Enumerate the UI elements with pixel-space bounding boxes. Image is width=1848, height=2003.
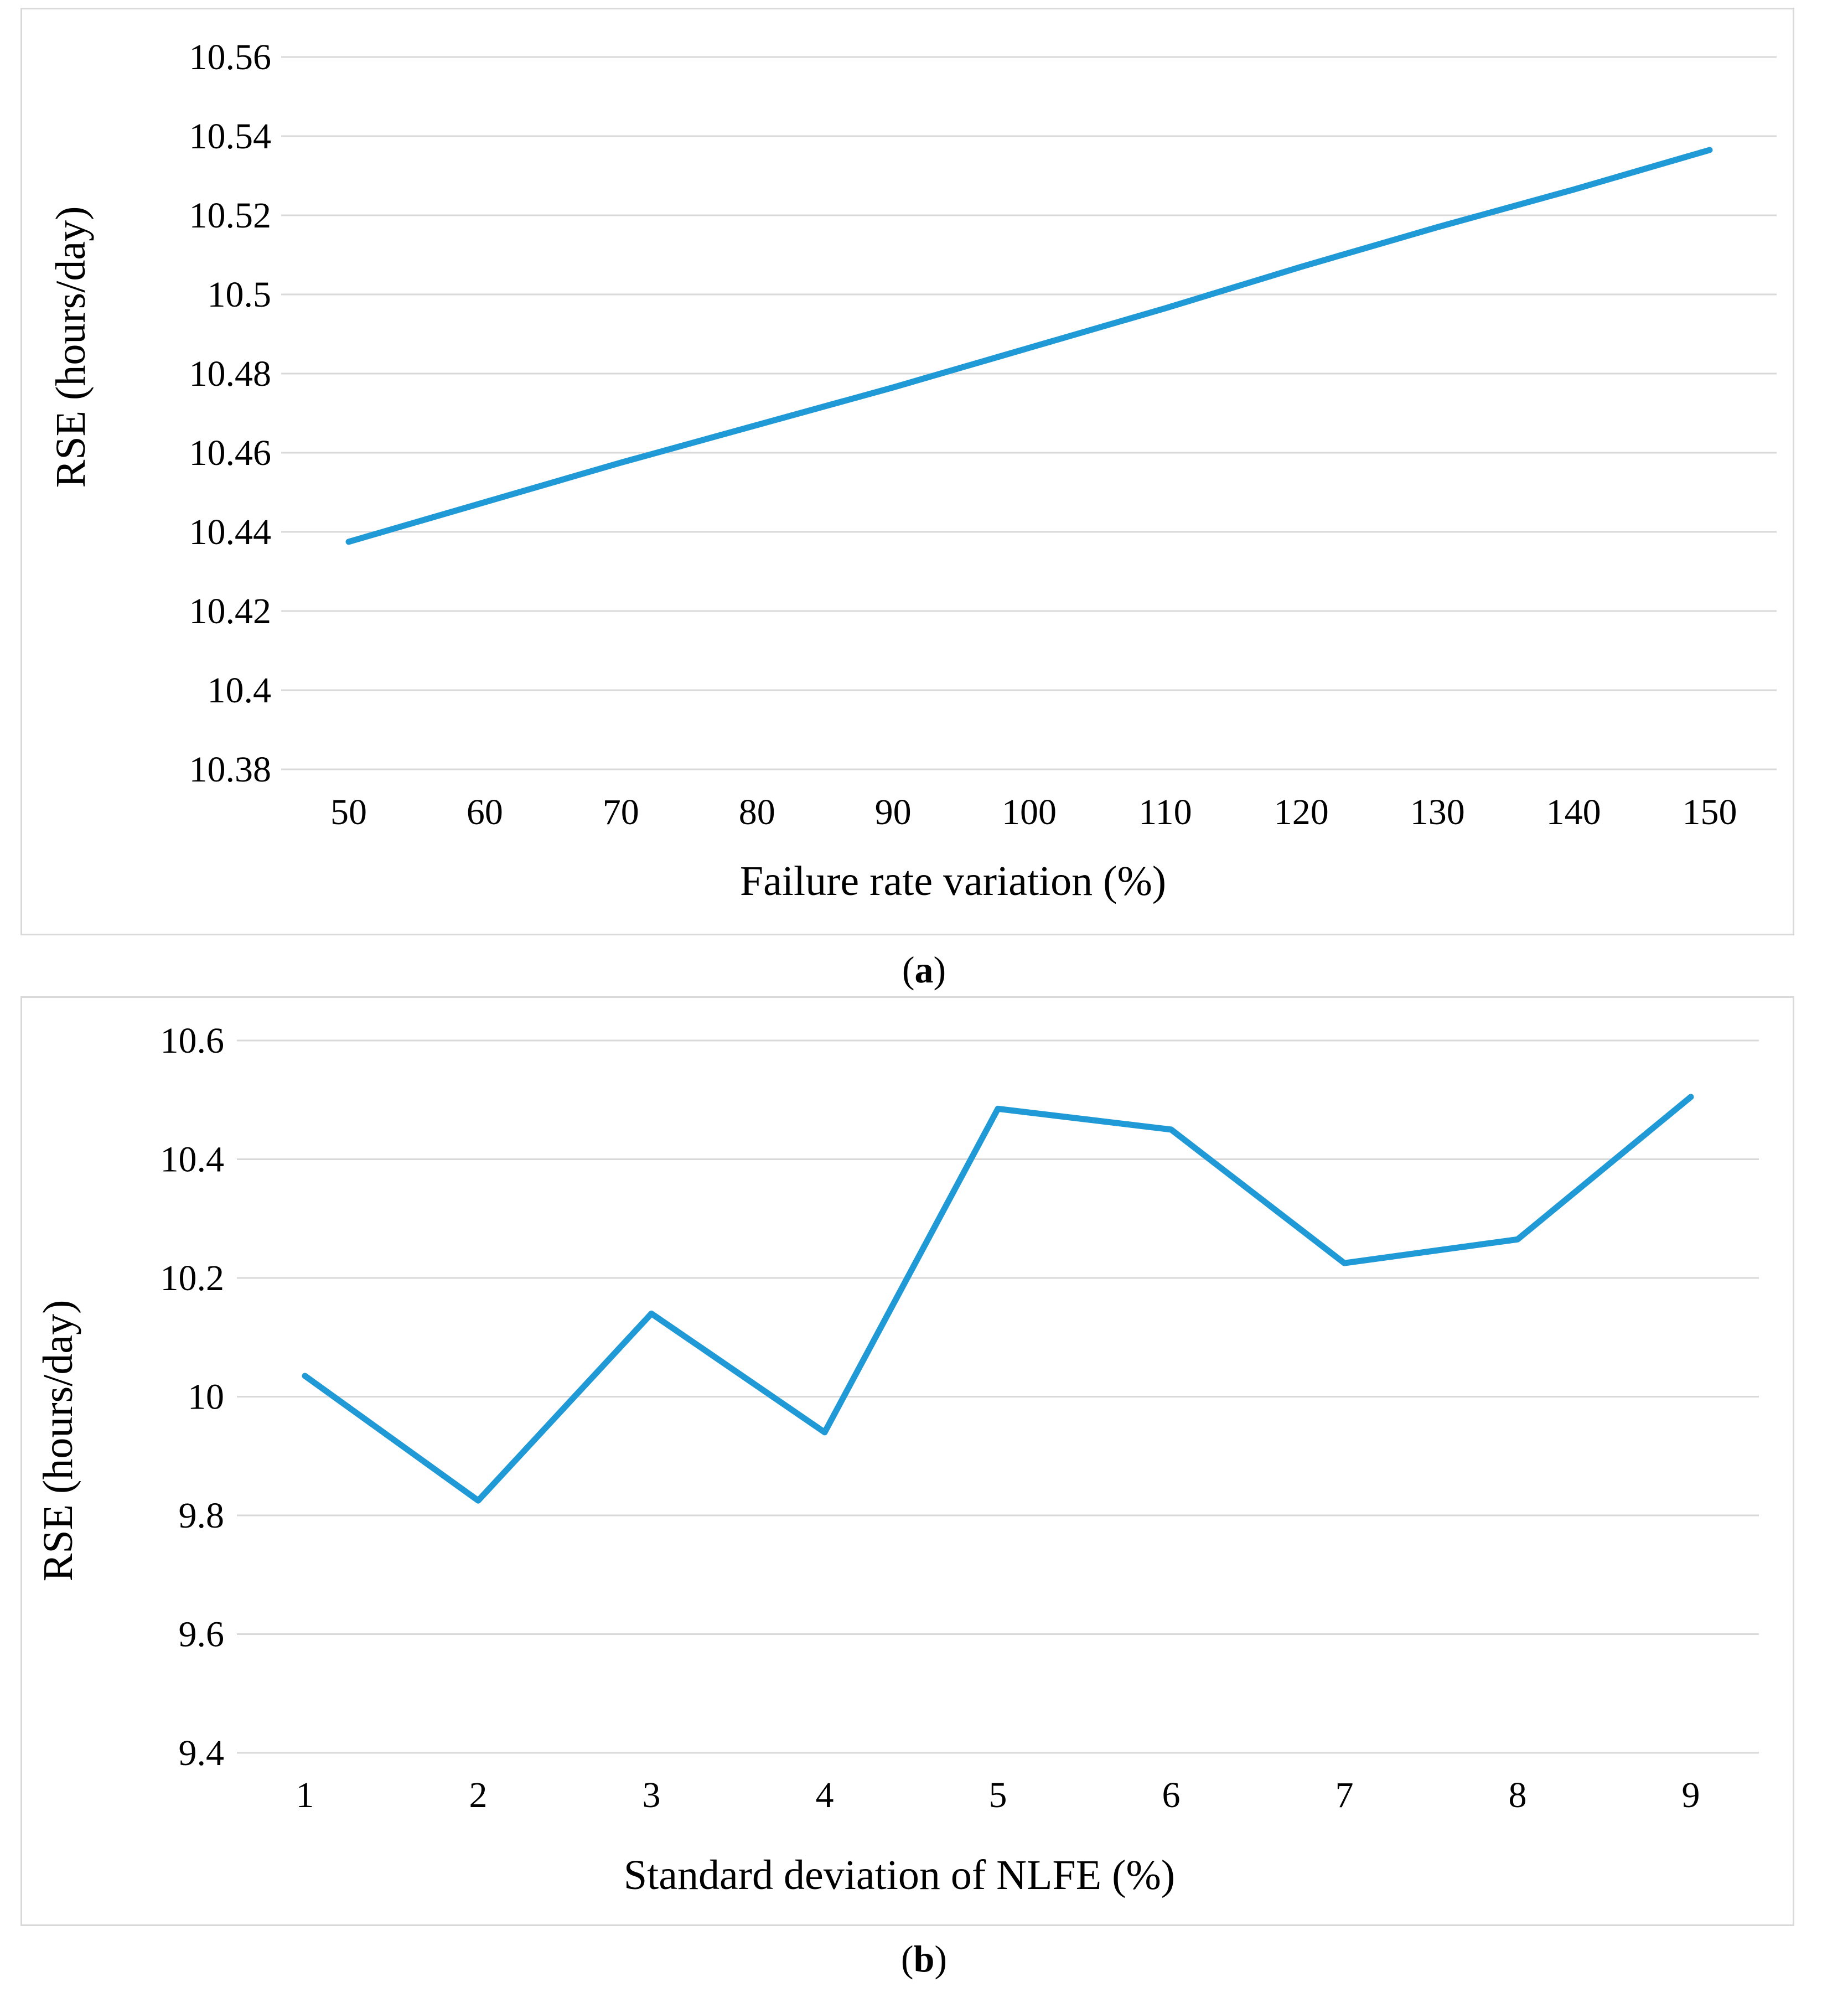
- chart-b-xtick-label: 8: [1509, 1775, 1527, 1815]
- chart-a-series: [345, 147, 1713, 545]
- chart-a-xtick-label: 70: [603, 792, 639, 832]
- chart-b-x-ticks: 1 2 3 4 5 6 7 8 9: [296, 1775, 1700, 1815]
- chart-panel-b: 9.4 9.6 9.8 10 10.2 10.4 10.6 1 2 3 4 5 6 7 8 9 RSE (h…: [20, 996, 1794, 1926]
- chart-a-y-ticks: 10.38 10.4 10.42 10.44 10.46 10.48 10.5 10.52 10…: [189, 37, 272, 790]
- chart-a-xtick-label: 130: [1410, 792, 1465, 832]
- chart-a-ytick-label: 10.42: [189, 591, 272, 632]
- chart-a-xlabel: Failure rate variation (%): [740, 858, 1166, 904]
- chart-a-ylabel: RSE (hours/day): [48, 206, 94, 488]
- chart-b-xtick-label: 4: [816, 1775, 834, 1815]
- chart-b-xtick-label: 1: [296, 1775, 314, 1815]
- chart-b-ytick-label: 10.6: [161, 1021, 225, 1061]
- chart-b-xtick-label: 2: [469, 1775, 488, 1815]
- chart-b-series: [302, 1094, 1694, 1504]
- chart-b-ytick-label: 9.4: [179, 1733, 225, 1773]
- chart-b-xtick-label: 6: [1162, 1775, 1181, 1815]
- chart-a-gridlines: [281, 56, 1777, 770]
- chart-a-ytick-label: 10.5: [208, 275, 272, 315]
- chart-a-ytick-label: 10.4: [208, 670, 272, 711]
- chart-a-ytick-label: 10.52: [189, 195, 272, 236]
- chart-b-ytick-label: 10.2: [161, 1258, 225, 1298]
- chart-b-svg: 9.4 9.6 9.8 10 10.2 10.4 10.6 1 2 3 4 5 6 7 8 9 RSE (h…: [35, 1021, 1759, 1898]
- chart-a-ytick-label: 10.56: [189, 37, 272, 77]
- chart-b-ytick-label: 10: [188, 1377, 224, 1417]
- chart-a-xtick-label: 80: [739, 792, 775, 832]
- chart-b-y-ticks: 9.4 9.6 9.8 10 10.2 10.4 10.6: [161, 1021, 225, 1773]
- chart-a-xtick-label: 140: [1546, 792, 1601, 832]
- caption-b-letter: b: [913, 1938, 935, 1980]
- chart-b-xtick-label: 5: [989, 1775, 1007, 1815]
- chart-b-xtick-label: 7: [1335, 1775, 1354, 1815]
- chart-a-series-line: [345, 147, 1713, 545]
- chart-b-xlabel: Standard deviation of NLFE (%): [624, 1852, 1175, 1898]
- chart-a-x-ticks: 50 60 70 80 90 100 110 120 130 140 150: [330, 792, 1737, 832]
- caption-a: (a): [902, 949, 946, 991]
- chart-a-xtick-label: 90: [875, 792, 912, 832]
- chart-a-ytick-label: 10.48: [189, 354, 272, 394]
- chart-a-xtick-label: 50: [330, 792, 367, 832]
- chart-a-xtick-label: 60: [467, 792, 503, 832]
- chart-a-svg: 10.38 10.4 10.42 10.44 10.46 10.48 10.5 10.52 10…: [48, 37, 1777, 904]
- chart-a-ytick-label: 10.38: [189, 749, 272, 790]
- chart-a-ytick-label: 10.54: [189, 116, 272, 157]
- chart-b-ylabel: RSE (hours/day): [35, 1300, 81, 1582]
- chart-panel-a: 10.38 10.4 10.42 10.44 10.46 10.48 10.5 10.52 10…: [20, 8, 1794, 935]
- chart-a-xtick-label: 110: [1138, 792, 1192, 832]
- chart-a-xtick-label: 120: [1274, 792, 1329, 832]
- chart-b-ytick-label: 9.6: [179, 1614, 225, 1655]
- chart-b-series-line: [302, 1094, 1694, 1504]
- caption-b: (b): [900, 1938, 948, 1980]
- chart-b-xtick-label: 9: [1682, 1775, 1700, 1815]
- chart-a-xtick-label: 150: [1683, 792, 1737, 832]
- chart-b-ytick-label: 10.4: [161, 1140, 225, 1180]
- chart-b-xtick-label: 3: [643, 1775, 661, 1815]
- chart-a-xtick-label: 100: [1002, 792, 1057, 832]
- chart-a-ytick-label: 10.44: [189, 512, 272, 552]
- chart-b-ytick-label: 9.8: [179, 1495, 225, 1536]
- chart-a-ytick-label: 10.46: [189, 433, 272, 473]
- chart-b-gridlines: [237, 1039, 1759, 1754]
- caption-a-letter: a: [914, 949, 934, 991]
